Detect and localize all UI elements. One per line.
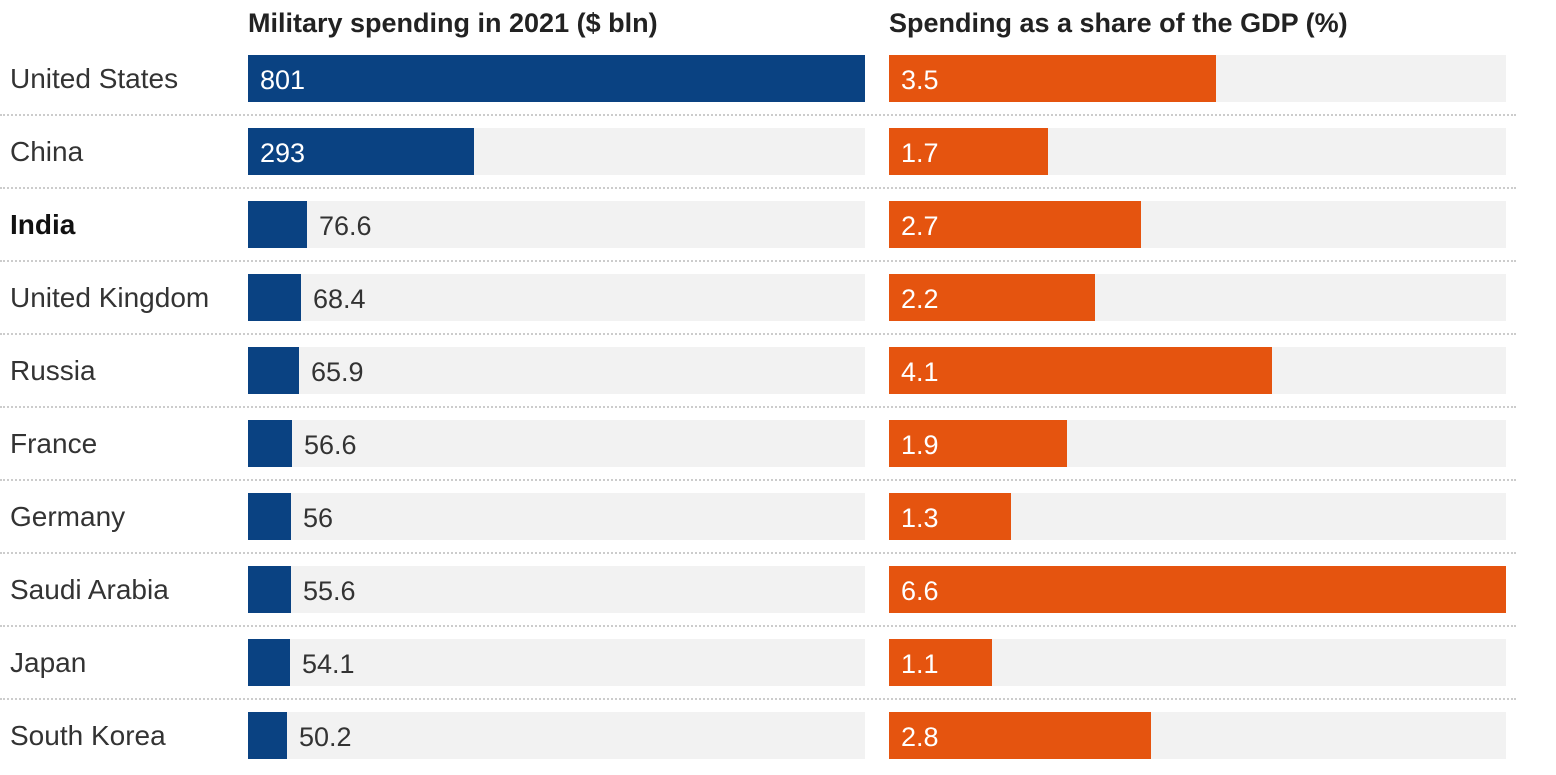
gdp-share-bar (889, 420, 1067, 467)
bar-track: 50.2 (248, 712, 865, 759)
value-label: 1.7 (901, 138, 939, 168)
bar-track: 56 (248, 493, 865, 540)
spending-bar (248, 128, 474, 175)
value-label: 2.7 (901, 211, 939, 241)
value-label: 1.9 (901, 430, 939, 460)
country-label: South Korea (10, 720, 166, 751)
row-separator (0, 406, 1516, 408)
bar-track: 2.7 (889, 201, 1506, 248)
spending-bar (248, 55, 865, 102)
value-label: 4.1 (901, 357, 939, 387)
row-separator (0, 114, 1516, 116)
country-label: China (10, 136, 84, 167)
bar-track: 1.9 (889, 420, 1506, 467)
row-separator (0, 260, 1516, 262)
gdp-share-bar (889, 712, 1151, 759)
value-label: 76.6 (319, 211, 372, 241)
spending-bar (248, 639, 290, 686)
row-separator (0, 333, 1516, 335)
value-label: 68.4 (313, 284, 366, 314)
value-label: 55.6 (303, 576, 356, 606)
gdp-share-bar (889, 55, 1216, 102)
spending-bar (248, 493, 291, 540)
bar-track: 56.6 (248, 420, 865, 467)
country-label: United States (10, 63, 179, 94)
bar-track: 2.2 (889, 274, 1506, 321)
bar-track: 801 (248, 55, 865, 102)
spending-bar (248, 347, 299, 394)
value-label: 50.2 (299, 722, 352, 752)
bar-track: 4.1 (889, 347, 1506, 394)
gdp-share-bar (889, 201, 1141, 248)
gdp-share-bar (889, 274, 1095, 321)
gdp-share-bar (889, 639, 992, 686)
country-label: Saudi Arabia (10, 574, 169, 605)
spending-bar (248, 566, 291, 613)
spending-bar (248, 420, 292, 467)
bar-track: 1.7 (889, 128, 1506, 175)
bar-track: 65.9 (248, 347, 865, 394)
value-label: 801 (260, 65, 306, 95)
country-label: United Kingdom (10, 282, 210, 313)
gdp-share-bar (889, 128, 1048, 175)
row-separator (0, 698, 1516, 700)
spending-bar (248, 201, 307, 248)
value-label: 54.1 (302, 649, 355, 679)
gdp-share-bar (889, 347, 1272, 394)
bar-track: 2.8 (889, 712, 1506, 759)
value-label: 65.9 (311, 357, 364, 387)
gdp-share-bar (889, 566, 1506, 613)
value-label: 6.6 (901, 576, 939, 606)
bar-track: 68.4 (248, 274, 865, 321)
value-label: 293 (260, 138, 306, 168)
country-label: France (10, 428, 98, 459)
spending-bar (248, 274, 301, 321)
bar-track: 54.1 (248, 639, 865, 686)
country-label: Russia (10, 355, 96, 386)
row-separator (0, 479, 1516, 481)
country-label: Japan (10, 647, 87, 678)
bar-track: 293 (248, 128, 865, 175)
bar-track: 55.6 (248, 566, 865, 613)
bar-track: 76.6 (248, 201, 865, 248)
bar-track: 6.6 (889, 566, 1506, 613)
row-separator (0, 625, 1516, 627)
bar-track: 1.1 (889, 639, 1506, 686)
value-label: 2.2 (901, 284, 939, 314)
value-label: 3.5 (901, 65, 939, 95)
row-separator (0, 187, 1516, 189)
value-label: 1.1 (901, 649, 939, 679)
right-panel-title: Spending as a share of the GDP (%) (889, 8, 1348, 38)
left-panel-title: Military spending in 2021 ($ bln) (248, 8, 658, 38)
spending-bar (248, 712, 287, 759)
value-label: 56 (303, 503, 334, 533)
country-label: India (10, 209, 76, 240)
value-label: 1.3 (901, 503, 939, 533)
bar-track: 1.3 (889, 493, 1506, 540)
value-label: 2.8 (901, 722, 939, 752)
bar-track: 3.5 (889, 55, 1506, 102)
country-label: Germany (10, 501, 126, 532)
value-label: 56.6 (304, 430, 357, 460)
gdp-share-bar (889, 493, 1011, 540)
row-separator (0, 552, 1516, 554)
